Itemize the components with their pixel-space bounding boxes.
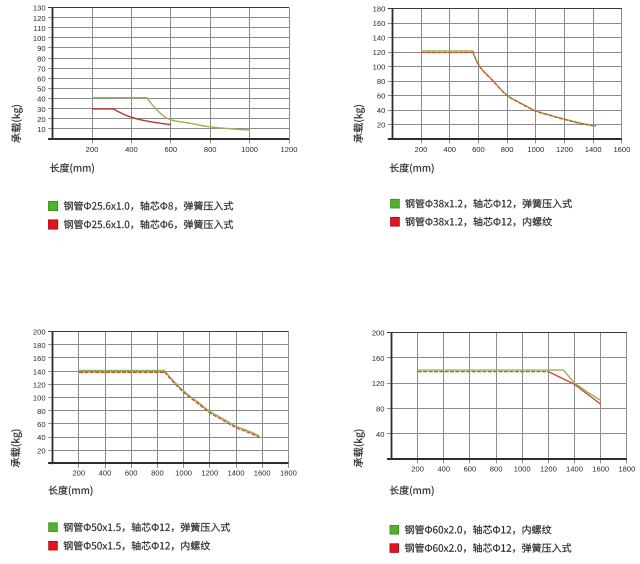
svg-text:160: 160: [373, 19, 386, 28]
svg-text:10: 10: [37, 125, 45, 134]
svg-text:800: 800: [151, 468, 164, 477]
svg-text:160: 160: [372, 354, 385, 363]
svg-text:1400: 1400: [228, 468, 245, 477]
svg-text:400: 400: [437, 465, 450, 474]
svg-text:600: 600: [472, 145, 485, 154]
svg-text:30: 30: [37, 105, 45, 114]
svg-text:1200: 1200: [540, 465, 557, 474]
svg-text:800: 800: [490, 465, 503, 474]
svg-text:100: 100: [33, 34, 46, 43]
svg-text:1600: 1600: [592, 465, 609, 474]
svg-text:1000: 1000: [514, 465, 531, 474]
svg-text:1400: 1400: [585, 145, 602, 154]
svg-text:1600: 1600: [613, 145, 630, 154]
svg-text:70: 70: [37, 64, 45, 73]
svg-text:120: 120: [33, 381, 46, 390]
svg-text:1400: 1400: [566, 465, 583, 474]
svg-text:90: 90: [37, 44, 45, 53]
svg-text:160: 160: [33, 354, 46, 363]
svg-text:800: 800: [204, 145, 217, 154]
svg-text:1000: 1000: [241, 145, 258, 154]
svg-text:40: 40: [376, 430, 384, 439]
svg-text:120: 120: [372, 379, 385, 388]
svg-text:1800: 1800: [618, 465, 635, 474]
svg-text:130: 130: [33, 4, 46, 13]
svg-text:40: 40: [377, 106, 385, 115]
svg-text:40: 40: [37, 95, 45, 104]
svg-text:180: 180: [373, 5, 386, 14]
svg-text:1000: 1000: [175, 468, 192, 477]
svg-text:200: 200: [411, 465, 424, 474]
svg-text:200: 200: [72, 468, 85, 477]
svg-text:600: 600: [125, 468, 138, 477]
svg-text:80: 80: [37, 54, 45, 63]
svg-text:200: 200: [372, 329, 385, 338]
svg-text:400: 400: [99, 468, 112, 477]
svg-text:80: 80: [37, 407, 45, 416]
svg-text:180: 180: [33, 341, 46, 350]
svg-text:600: 600: [164, 145, 177, 154]
svg-text:200: 200: [415, 145, 428, 154]
svg-text:100: 100: [373, 63, 386, 72]
svg-text:200: 200: [86, 145, 99, 154]
svg-text:400: 400: [125, 145, 138, 154]
svg-text:1200: 1200: [281, 145, 298, 154]
svg-text:1600: 1600: [254, 468, 271, 477]
svg-text:400: 400: [443, 145, 456, 154]
svg-text:80: 80: [377, 77, 385, 86]
svg-text:20: 20: [37, 115, 45, 124]
svg-text:20: 20: [377, 121, 385, 130]
svg-text:1200: 1200: [201, 468, 218, 477]
svg-text:80: 80: [376, 405, 384, 414]
svg-text:100: 100: [33, 394, 46, 403]
svg-text:1200: 1200: [556, 145, 573, 154]
svg-text:120: 120: [373, 48, 386, 57]
svg-text:600: 600: [464, 465, 477, 474]
svg-text:110: 110: [33, 24, 45, 33]
svg-text:60: 60: [377, 92, 385, 101]
svg-text:140: 140: [33, 367, 46, 376]
svg-text:50: 50: [37, 85, 45, 94]
svg-text:40: 40: [37, 433, 45, 442]
svg-text:1000: 1000: [527, 145, 544, 154]
svg-text:20: 20: [37, 446, 45, 455]
svg-text:800: 800: [501, 145, 514, 154]
svg-text:120: 120: [33, 14, 46, 23]
svg-text:60: 60: [37, 420, 45, 429]
svg-text:200: 200: [33, 328, 46, 337]
svg-text:1800: 1800: [280, 468, 297, 477]
svg-text:140: 140: [373, 34, 386, 43]
svg-text:60: 60: [37, 75, 45, 84]
